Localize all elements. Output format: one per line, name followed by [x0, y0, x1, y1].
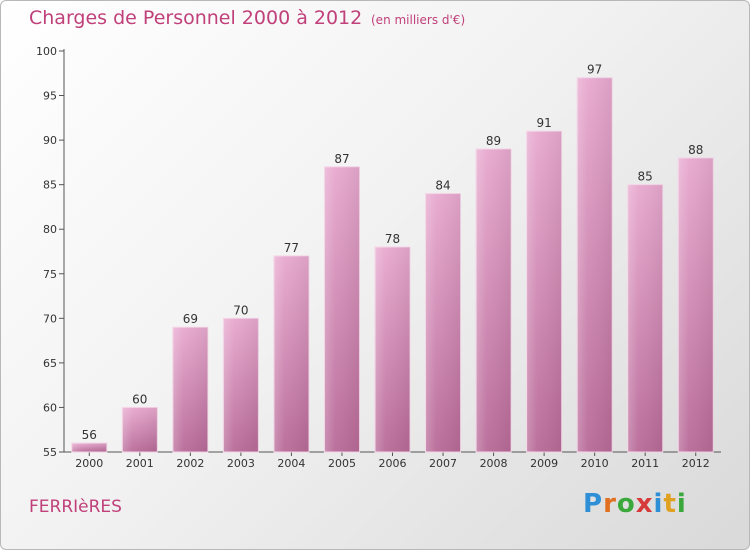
value-label-2009: 91 — [536, 116, 551, 130]
x-tick-label-2012: 2012 — [682, 457, 710, 470]
labels: 56 60 69 70 77 87 78 84 89 91 97 85 88 — [82, 63, 704, 442]
value-label-2008: 89 — [486, 134, 501, 148]
bar-shine — [375, 247, 410, 452]
bar-shine — [324, 166, 360, 452]
brand-letter: r — [603, 489, 617, 519]
brand-letter: i — [653, 489, 664, 519]
value-label-2005: 87 — [334, 152, 349, 166]
y-tick-label: 95 — [43, 90, 57, 103]
value-label-2003: 70 — [233, 303, 248, 317]
x-tick-label-2011: 2011 — [631, 457, 659, 470]
bars — [71, 77, 714, 453]
y-tick-label: 65 — [43, 357, 57, 370]
x-tick-label-2004: 2004 — [277, 457, 305, 470]
y-tick-label: 75 — [43, 268, 57, 281]
brand-logo: Proxiti — [583, 489, 687, 519]
bar-shine — [425, 193, 461, 453]
value-label-2012: 88 — [688, 143, 703, 157]
bar-shine — [273, 255, 309, 452]
y-tick-label: 60 — [43, 401, 57, 414]
value-label-2006: 78 — [385, 232, 400, 246]
value-label-2001: 60 — [132, 392, 147, 406]
x-tick-label-2010: 2010 — [581, 457, 609, 470]
brand-letter: o — [616, 489, 636, 519]
chart-subtitle: (en milliers d'€) — [371, 13, 466, 27]
y-tick-label: 90 — [43, 134, 57, 147]
x-tick-label-2001: 2001 — [126, 457, 154, 470]
brand-letter: t — [663, 489, 677, 519]
bar-shine — [172, 327, 208, 452]
brand-letter: x — [635, 489, 654, 519]
x-tick-label-2009: 2009 — [530, 457, 558, 470]
y-tick-label: 55 — [43, 446, 57, 459]
bar-shine — [526, 131, 562, 452]
x-tick-label-2007: 2007 — [429, 457, 457, 470]
y-tick-label: 80 — [43, 223, 57, 236]
y-tick-label: 85 — [43, 179, 57, 192]
x-tick-label-2006: 2006 — [379, 457, 407, 470]
value-label-2004: 77 — [284, 241, 299, 255]
brand-letter: P — [583, 489, 604, 519]
value-label-2000: 56 — [82, 428, 97, 442]
value-label-2010: 97 — [587, 63, 602, 77]
y-tick-label: 100 — [36, 45, 57, 58]
x-tick-label-2005: 2005 — [328, 457, 356, 470]
x-tick-label-2003: 2003 — [227, 457, 255, 470]
x-tick-label-2000: 2000 — [75, 457, 103, 470]
value-label-2011: 85 — [638, 170, 653, 184]
chart-title: Charges de Personnel 2000 à 2012 — [29, 7, 363, 29]
bar-shine — [577, 77, 613, 452]
x-tick-label-2002: 2002 — [176, 457, 204, 470]
y-tick-label: 70 — [43, 312, 57, 325]
place-name: FERRIèRES — [29, 497, 122, 517]
x-tick-label-2008: 2008 — [480, 457, 508, 470]
bar-shine — [122, 407, 158, 452]
bar-shine — [678, 157, 714, 452]
bar-shine — [71, 443, 107, 452]
value-label-2002: 69 — [183, 312, 198, 326]
bar-shine — [627, 184, 663, 452]
bar-shine — [223, 318, 259, 452]
bar-shine — [476, 149, 512, 452]
brand-letter: i — [676, 489, 687, 519]
value-label-2007: 84 — [435, 179, 450, 193]
